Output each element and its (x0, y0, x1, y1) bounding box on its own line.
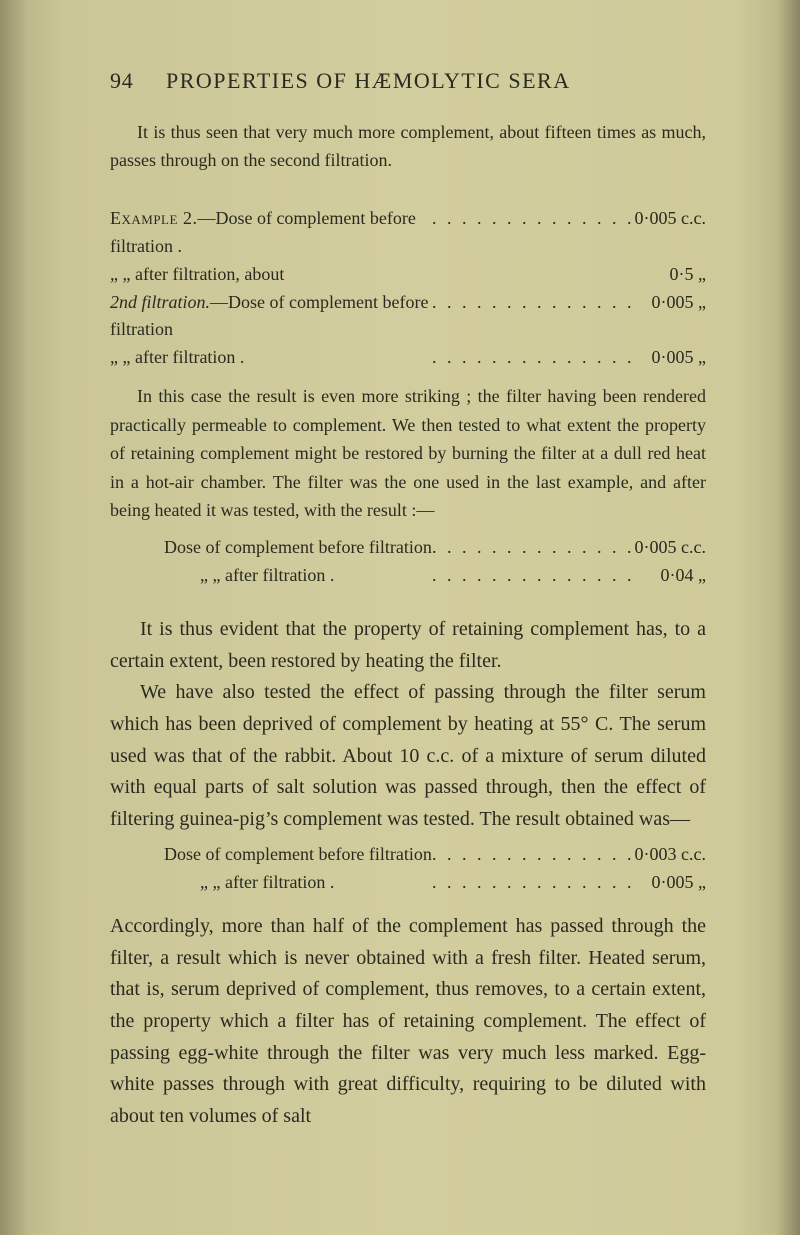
running-head: 94 PROPERTIES OF HÆMOLYTIC SERA (110, 68, 706, 94)
row-value: 0·04 „ (634, 562, 706, 590)
example-2-table: Example 2.—Dose of complement before fil… (110, 205, 706, 372)
page-number: 94 (110, 68, 140, 94)
table-row: 2nd filtration.—Dose of complement befor… (110, 289, 706, 345)
table-row: „ „ after filtration . 0·04 „ (110, 562, 706, 590)
row-text: „ „ after filtration . (200, 565, 334, 585)
row-text: „ „ after filtration, about (110, 264, 284, 284)
result-table-3: Dose of complement before filtration 0·0… (110, 841, 706, 897)
table-row: „ „ after filtration, about 0·5 „ (110, 261, 706, 289)
table-row: „ „ after filtration . 0·005 „ (110, 869, 706, 897)
example-2-block: Example 2.—Dose of complement before fil… (110, 205, 706, 372)
body-text: It is thus seen that very much more comp… (110, 118, 706, 1132)
page-title: PROPERTIES OF HÆMOLYTIC SERA (166, 68, 571, 94)
leader-dots (432, 562, 635, 590)
row-text: „ „ after filtration . (110, 347, 244, 367)
table-row: Dose of complement before filtration 0·0… (110, 534, 706, 562)
paragraph-3: It is thus evident that the property of … (110, 614, 706, 677)
paragraph-5: Accordingly, more than half of the compl… (110, 911, 706, 1132)
leader-dots (432, 534, 635, 562)
row-text: Dose of complement before filtration (164, 537, 432, 557)
intro-text: It is thus seen that very much more comp… (110, 118, 706, 175)
table-row: „ „ after filtration . 0·005 „ (110, 344, 706, 372)
row-value: 0·005 c.c. (634, 534, 706, 562)
table-2: Dose of complement before filtration 0·0… (110, 534, 706, 590)
row-text: Dose of complement before filtration (164, 844, 432, 864)
paragraph-text: In this case the result is even more str… (110, 382, 706, 524)
paragraph-4: We have also tested the effect of passin… (110, 677, 706, 835)
scanned-page: 94 PROPERTIES OF HÆMOLYTIC SERA It is th… (0, 0, 800, 1235)
table-row: Dose of complement before filtration 0·0… (110, 841, 706, 869)
leader-dots (432, 289, 635, 345)
row-value: 0·5 „ (635, 261, 706, 289)
table-row: Example 2.—Dose of complement before fil… (110, 205, 706, 261)
leader-dots (432, 841, 635, 869)
row-value: 0·005 „ (635, 289, 706, 345)
row-value: 0·003 c.c. (634, 841, 706, 869)
paragraph-2: In this case the result is even more str… (110, 382, 706, 524)
result-table-2: Dose of complement before filtration 0·0… (110, 534, 706, 590)
row-value: 0·005 „ (635, 344, 706, 372)
leader-dots (432, 869, 635, 897)
row-value: 0·005 „ (634, 869, 706, 897)
table-3: Dose of complement before filtration 0·0… (110, 841, 706, 897)
leader-dots (432, 205, 635, 261)
row-text: „ „ after filtration . (200, 872, 334, 892)
example-label: Example 2. (110, 208, 197, 228)
leader-dots (432, 261, 635, 289)
leader-dots (432, 344, 635, 372)
intro-paragraph: It is thus seen that very much more comp… (110, 118, 706, 175)
row-value: 0·005 c.c. (635, 205, 706, 261)
row-italic-label: 2nd filtration. (110, 292, 210, 312)
